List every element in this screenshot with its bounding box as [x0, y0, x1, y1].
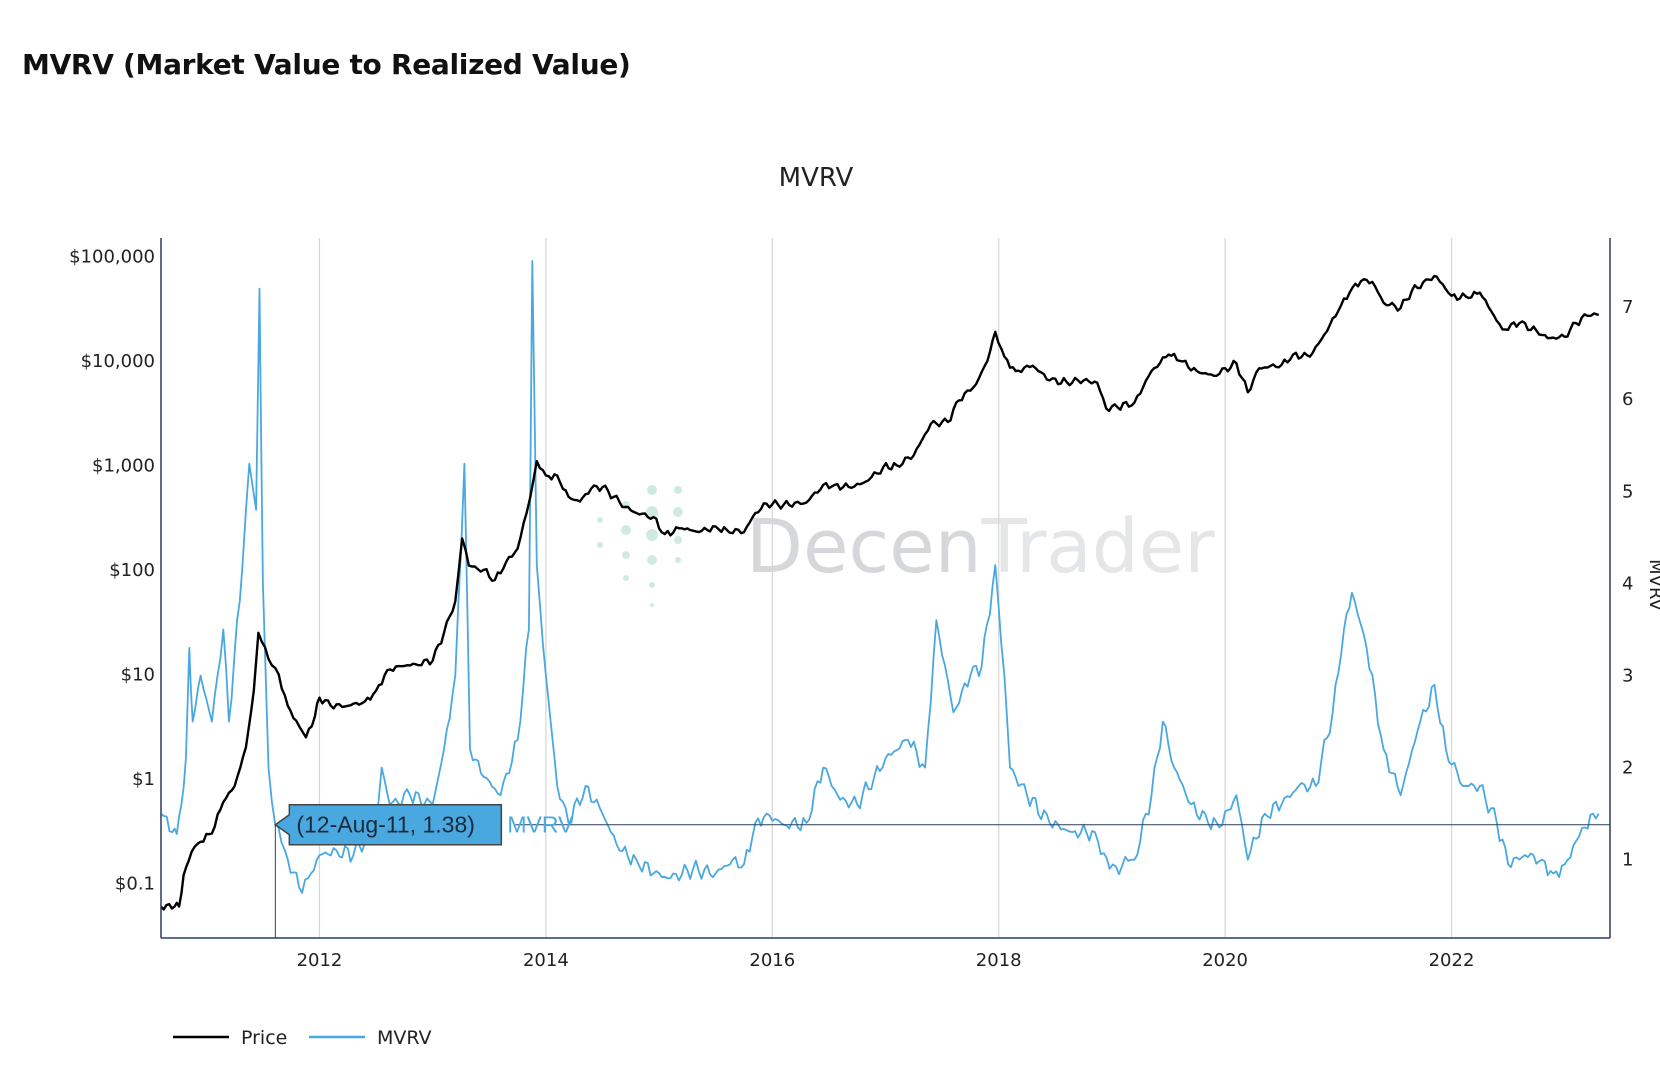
- watermark-dot: [621, 525, 631, 535]
- watermark-dot: [675, 557, 681, 563]
- x-tick-label-2022: 2022: [1429, 950, 1475, 971]
- watermark-dot: [674, 486, 682, 494]
- legend-label-price: Price: [241, 1027, 287, 1049]
- x-tick-label-2018: 2018: [976, 950, 1022, 971]
- left-tick-label: $100,000: [69, 246, 155, 267]
- watermark-text-trader: Trader: [981, 504, 1216, 590]
- x-tick-label-2020: 2020: [1202, 950, 1248, 971]
- watermark-text-decen: Decen: [746, 504, 982, 590]
- right-tick-label: 3: [1622, 666, 1633, 687]
- watermark-dot: [623, 575, 629, 581]
- series-line-price: [160, 274, 1600, 911]
- watermark-dot: [646, 529, 658, 541]
- watermark-dot: [597, 542, 603, 548]
- watermark-dot: [673, 507, 683, 517]
- hover-tooltip-text: (12-Aug-11, 1.38): [296, 812, 475, 838]
- left-tick-label: $1,000: [92, 455, 155, 476]
- left-tick-label: $1: [132, 769, 155, 790]
- page-title: MVRV (Market Value to Realized Value): [22, 48, 631, 81]
- watermark-dot: [647, 555, 657, 565]
- legend-item-price[interactable]: Price: [173, 1027, 287, 1049]
- hover-tooltip-box: [274, 803, 503, 846]
- series-layer: [160, 260, 1600, 911]
- chart-title: MVRV: [779, 163, 854, 193]
- legend[interactable]: Price MVRV: [173, 1027, 432, 1049]
- hover-tooltip: (12-Aug-11, 1.38) MVRV: [274, 803, 1610, 938]
- right-tick-label: 2: [1622, 758, 1633, 779]
- decentrader-watermark: DecenTrader: [597, 485, 1215, 607]
- watermark-dot: [649, 582, 655, 588]
- legend-label-mvrv: MVRV: [377, 1027, 432, 1049]
- x-tick-label-2016: 2016: [749, 950, 795, 971]
- watermark-dot: [647, 485, 657, 495]
- series-line-mvrv: [160, 260, 1600, 894]
- watermark-dot: [674, 536, 682, 544]
- watermark-dot: [646, 506, 658, 518]
- right-tick-label: 4: [1622, 573, 1633, 594]
- left-tick-label: $0.1: [115, 873, 155, 894]
- legend-item-mvrv[interactable]: MVRV: [309, 1027, 432, 1049]
- right-axis-title: MVRV: [1645, 559, 1660, 611]
- left-tick-label: $10: [121, 664, 155, 685]
- left-axis-ticks: $100,000 $10,000 $1,000 $100 $10 $1 $0.1: [69, 246, 155, 894]
- left-tick-label: $10,000: [81, 351, 155, 372]
- watermark-logo-icon: [597, 485, 683, 607]
- svg-text:DecenTrader: DecenTrader: [746, 504, 1215, 590]
- x-gridlines: [318, 238, 1453, 938]
- x-axis-ticks: 2012 2014 2016 2018 2020 2022: [297, 950, 1475, 971]
- watermark-dot: [650, 603, 654, 607]
- watermark-dot: [597, 517, 603, 523]
- hover-series-label: MVRV: [507, 812, 574, 838]
- right-tick-label: 5: [1622, 481, 1633, 502]
- right-tick-label: 1: [1622, 850, 1633, 871]
- right-axis-ticks: 7 6 5 4 3 2 1: [1622, 297, 1633, 871]
- watermark-dot: [622, 551, 630, 559]
- x-tick-label-2012: 2012: [297, 950, 343, 971]
- right-tick-label: 7: [1622, 297, 1633, 318]
- right-tick-label: 6: [1622, 389, 1633, 410]
- left-tick-label: $100: [109, 560, 155, 581]
- x-tick-label-2014: 2014: [523, 950, 569, 971]
